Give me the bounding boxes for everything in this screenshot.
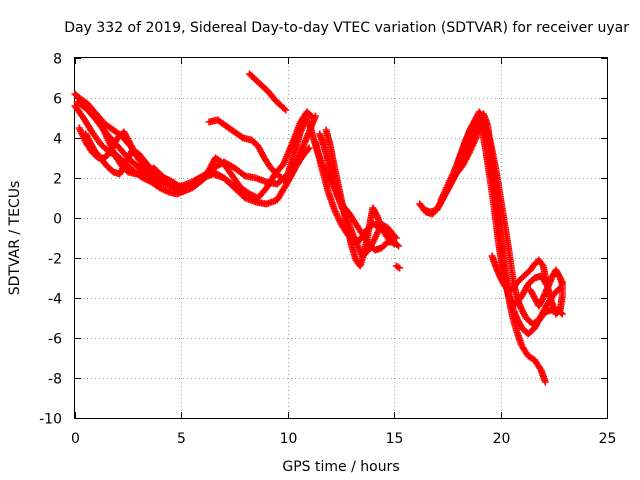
series-sat-l bbox=[322, 126, 398, 270]
series-sat-g bbox=[205, 116, 313, 184]
data-point bbox=[160, 174, 168, 182]
series-sat-h bbox=[245, 70, 290, 114]
series-sat-m bbox=[392, 262, 404, 272]
data-point bbox=[282, 106, 290, 114]
x-tick-label: 5 bbox=[177, 431, 186, 447]
data-point bbox=[240, 171, 248, 179]
y-tick-label: 0 bbox=[53, 212, 62, 228]
data-point bbox=[558, 280, 566, 288]
series-sat-f bbox=[82, 130, 168, 182]
data-point bbox=[394, 242, 402, 250]
x-tick-label: 15 bbox=[386, 431, 404, 447]
chart-title: Day 332 of 2019, Sidereal Day-to-day VTE… bbox=[64, 20, 629, 36]
x-axis-title: GPS time / hours bbox=[282, 459, 399, 475]
data-point bbox=[390, 240, 398, 248]
y-tick-label: 4 bbox=[53, 132, 62, 148]
data-point bbox=[308, 113, 316, 121]
data-point bbox=[304, 145, 312, 153]
x-axis: 0 5 10 15 20 25 bbox=[71, 58, 616, 447]
data-point bbox=[538, 261, 546, 268]
plot-frame bbox=[74, 57, 608, 419]
data-point bbox=[396, 264, 404, 272]
data-point bbox=[280, 105, 288, 113]
data-point bbox=[309, 114, 317, 122]
data-point bbox=[541, 378, 549, 386]
y-tick-label: -6 bbox=[48, 332, 62, 348]
series-sat-s bbox=[526, 266, 566, 310]
y-tick-label: 6 bbox=[53, 92, 62, 108]
y-tick-label: -8 bbox=[48, 372, 62, 388]
y-axis: -10 -8 -6 -4 -2 0 2 4 6 8 bbox=[39, 52, 607, 428]
data-point bbox=[389, 239, 397, 247]
data-point bbox=[389, 231, 397, 239]
y-tick-label: 8 bbox=[53, 52, 62, 68]
x-tick-label: 20 bbox=[493, 431, 511, 447]
y-tick-label: -10 bbox=[39, 412, 62, 428]
y-tick-label: -4 bbox=[48, 292, 62, 308]
y-tick-label: 2 bbox=[53, 172, 62, 188]
x-tick-label: 10 bbox=[280, 431, 298, 447]
y-axis-title: SDTVAR / TECUs bbox=[7, 181, 23, 296]
data-point bbox=[165, 176, 173, 184]
data-point bbox=[390, 232, 398, 240]
data-point bbox=[394, 263, 402, 271]
grid bbox=[75, 58, 607, 418]
x-tick-label: 0 bbox=[71, 431, 80, 447]
data-points bbox=[71, 70, 566, 386]
data-point bbox=[305, 144, 313, 152]
x-tick-label: 25 bbox=[599, 431, 617, 447]
y-tick-label: -2 bbox=[48, 252, 62, 268]
data-point bbox=[558, 310, 566, 318]
